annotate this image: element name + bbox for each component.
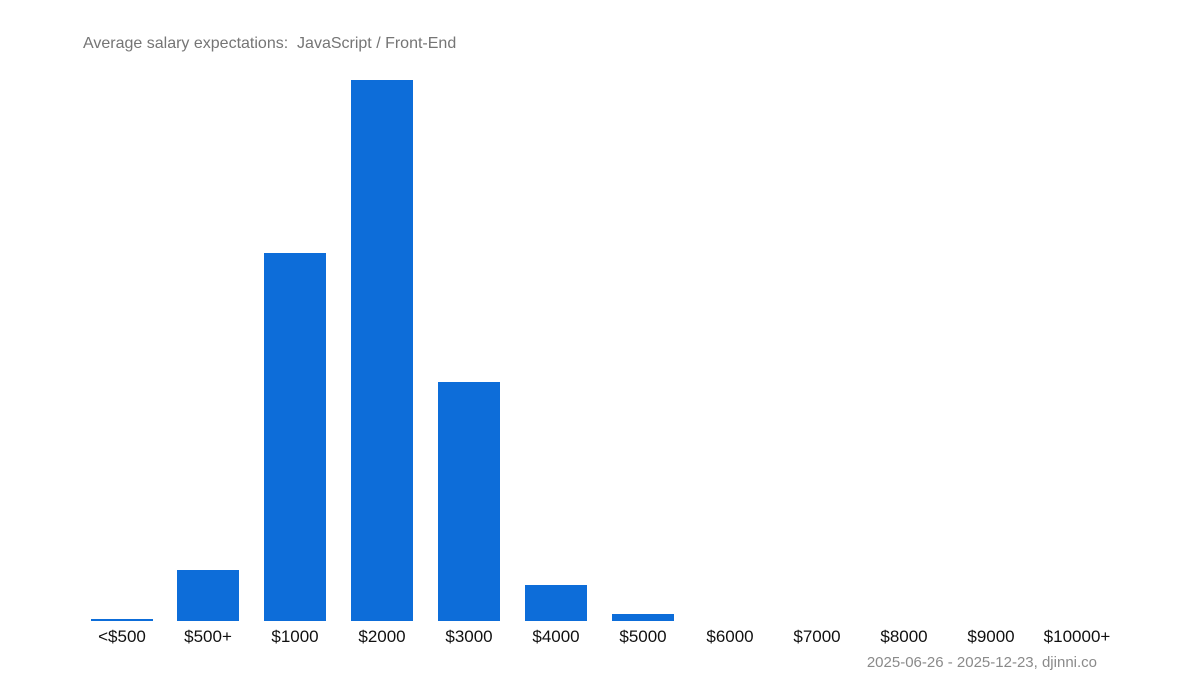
x-axis-label: $6000 [706,627,754,646]
bar-$3000[interactable] [438,382,500,621]
x-axis-label: $500+ [184,627,232,646]
bar-$500+[interactable] [177,570,239,621]
bar-$2000[interactable] [351,80,413,621]
bar-$4000[interactable] [525,585,587,621]
x-axis-label: $9000 [967,627,1015,646]
x-axis-label: $10000+ [1043,627,1111,646]
x-axis-label: $3000 [445,627,493,646]
chart-footer-date-range: 2025-06-26 - 2025-12-23, djinni.co [866,654,1097,671]
x-axis-label: $7000 [793,627,841,646]
chart-title: Average salary expectations: JavaScript … [83,35,457,52]
x-axis-label: $4000 [532,627,580,646]
bar-<$500[interactable] [91,619,153,621]
bar-$5000[interactable] [612,614,674,621]
x-axis-label: $5000 [619,627,667,646]
x-axis-label: $1000 [271,627,319,646]
x-axis-label: $2000 [358,627,406,646]
x-axis-label: <$500 [98,627,146,646]
x-axis-label: $8000 [880,627,928,646]
bar-$1000[interactable] [264,253,326,621]
